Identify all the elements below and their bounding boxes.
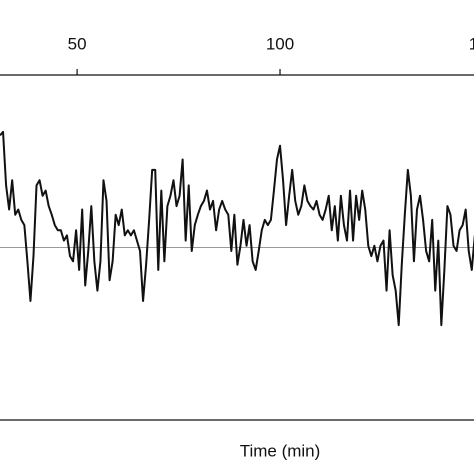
- x-tick-label: 50: [68, 34, 87, 53]
- x-tick-label: 150: [469, 34, 474, 53]
- x-axis-label: Time (min): [240, 441, 321, 460]
- plot-area: [0, 130, 474, 327]
- data-line: [0, 130, 474, 327]
- x-tick-label: 100: [266, 34, 294, 53]
